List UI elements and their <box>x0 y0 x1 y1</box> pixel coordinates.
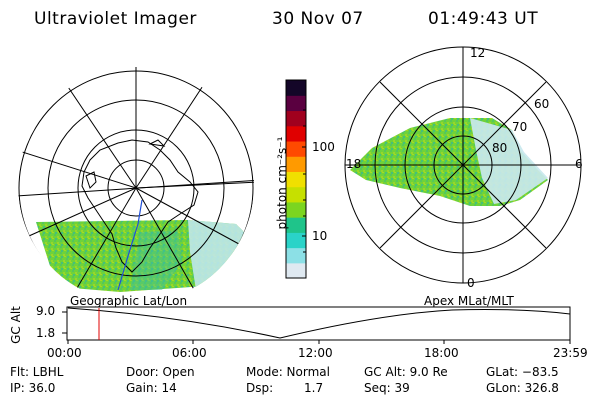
mlat-label-70: 70 <box>512 120 528 134</box>
orbit-timeline <box>62 306 571 344</box>
colorbar-tick-100: 100 <box>312 140 335 154</box>
colorbar-tick-10: 10 <box>312 229 328 243</box>
colorbar-segment <box>286 125 306 142</box>
mlt-label-12: 12 <box>470 46 486 60</box>
gc-alt-info: GC Alt: 9.0 Re <box>364 365 448 379</box>
filter-info: Flt: LBHL <box>10 365 64 379</box>
gain-info: Gain: 14 <box>126 381 177 395</box>
timeline-xtick-0600: 06:00 <box>172 346 207 360</box>
instrument-title: Ultraviolet Imager <box>34 9 197 29</box>
timeline-xtick-1200: 12:00 <box>298 346 333 360</box>
date-label: 30 Nov 07 <box>272 9 364 29</box>
geographic-map <box>18 67 254 303</box>
mlt-label-18: 18 <box>346 157 362 171</box>
gc-alt-curve <box>67 307 571 339</box>
timeline-xtick-0000: 00:00 <box>47 346 82 360</box>
colorbar-segment <box>286 232 306 249</box>
dsp-label: Dsp: <box>246 381 274 395</box>
colorbar-segment <box>286 140 306 157</box>
colorbar-segment <box>286 156 306 172</box>
colorbar-segment <box>286 262 306 279</box>
glat-info: GLat: −83.5 <box>486 365 559 379</box>
colorbar-segment <box>286 80 306 96</box>
timeline-xtick-2359: 23:59 <box>553 346 588 360</box>
colorbar-segment <box>286 186 306 203</box>
mlt-label-0: 0 <box>467 276 475 290</box>
seq-info: Seq: 39 <box>364 381 410 395</box>
colorbar-units: photon cm⁻²s⁻¹ <box>275 136 289 230</box>
mlat-label-60: 60 <box>534 97 550 111</box>
mode-info: Mode: Normal <box>246 365 330 379</box>
mlt-label-6: 6 <box>575 157 583 171</box>
timeline-ytick-9: 9.0 <box>36 304 56 318</box>
dsp-value: 1.7 <box>304 381 324 395</box>
timeline-ytick-1_8: 1.8 <box>36 326 56 340</box>
timeline-ylabel: GC Alt <box>9 306 23 344</box>
glon-info: GLon: 326.8 <box>486 381 559 395</box>
colorbar-segment <box>286 171 306 188</box>
colorbar-segment <box>286 247 306 264</box>
colorbar-segment <box>286 201 306 218</box>
timeline-xtick-1800: 18:00 <box>424 346 459 360</box>
ip-info: IP: 36.0 <box>10 381 56 395</box>
time-label: 01:49:43 UT <box>428 9 539 29</box>
magnetic-polar-plot <box>344 46 582 284</box>
left-panel-caption: Geographic Lat/Lon <box>70 294 188 308</box>
colorbar-segment <box>286 217 306 233</box>
colorbar-segment <box>286 95 306 112</box>
right-panel-caption: Apex MLat/MLT <box>424 294 514 308</box>
antarctica-coastline <box>81 139 199 273</box>
door-info: Door: Open <box>126 365 195 379</box>
mlat-label-80: 80 <box>492 141 508 155</box>
colorbar-segment <box>286 110 306 127</box>
colorbar <box>286 80 306 279</box>
